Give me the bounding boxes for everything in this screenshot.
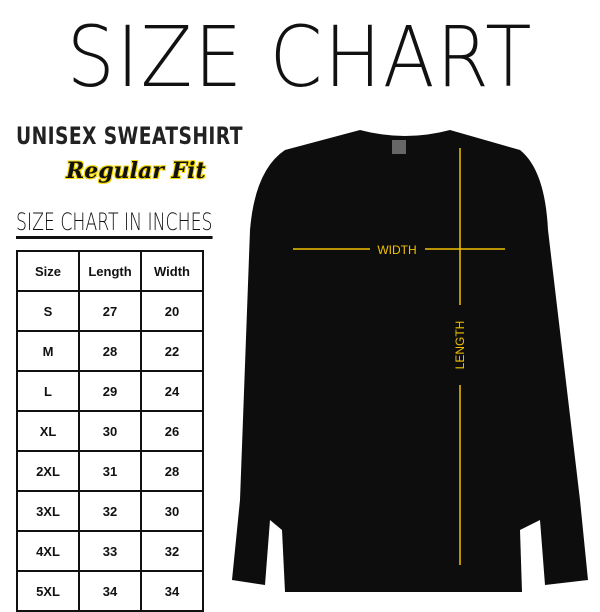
cell-length: 34 [78, 570, 142, 612]
cell-length: 30 [78, 410, 142, 452]
table-row: L 29 24 [16, 370, 204, 412]
table-row: 5XL 34 34 [16, 570, 204, 612]
cell-size: 4XL [16, 530, 80, 572]
table-row: S 27 20 [16, 290, 204, 332]
cell-width: 20 [140, 290, 204, 332]
cell-width: 30 [140, 490, 204, 532]
width-label: WIDTH [377, 243, 416, 257]
product-name: UNISEX SWEATSHIRT [16, 122, 243, 150]
size-table: Size Length Width S 27 20 M 28 22 L 29 24 XL 30… [16, 250, 204, 612]
table-row: 4XL 33 32 [16, 530, 204, 572]
cell-width: 26 [140, 410, 204, 452]
cell-size: 5XL [16, 570, 80, 612]
cell-width: 28 [140, 450, 204, 492]
cell-length: 29 [78, 370, 142, 412]
table-row: M 28 22 [16, 330, 204, 372]
cell-size: S [16, 290, 80, 332]
cell-size: XL [16, 410, 80, 452]
cell-width: 34 [140, 570, 204, 612]
cell-size: L [16, 370, 80, 412]
cell-length: 28 [78, 330, 142, 372]
cell-length: 27 [78, 290, 142, 332]
fit-label: Regular Fit [66, 158, 206, 184]
cell-size: 3XL [16, 490, 80, 532]
cell-length: 31 [78, 450, 142, 492]
cell-size: M [16, 330, 80, 372]
table-header-row: Size Length Width [16, 250, 204, 292]
cell-length: 32 [78, 490, 142, 532]
header-width: Width [140, 250, 204, 292]
table-row: 3XL 32 30 [16, 490, 204, 532]
cell-width: 24 [140, 370, 204, 412]
cell-width: 32 [140, 530, 204, 572]
length-label: LENGTH [453, 321, 467, 370]
cell-size: 2XL [16, 450, 80, 492]
header-size: Size [16, 250, 80, 292]
page-title: SIZE CHART [66, 8, 534, 106]
chart-heading: SIZE CHART IN INCHES [16, 208, 213, 239]
header-length: Length [78, 250, 142, 292]
cell-length: 33 [78, 530, 142, 572]
table-row: 2XL 31 28 [16, 450, 204, 492]
sweatshirt-shape [232, 130, 588, 592]
neck-label [392, 140, 406, 154]
cell-width: 22 [140, 330, 204, 372]
table-row: XL 30 26 [16, 410, 204, 452]
